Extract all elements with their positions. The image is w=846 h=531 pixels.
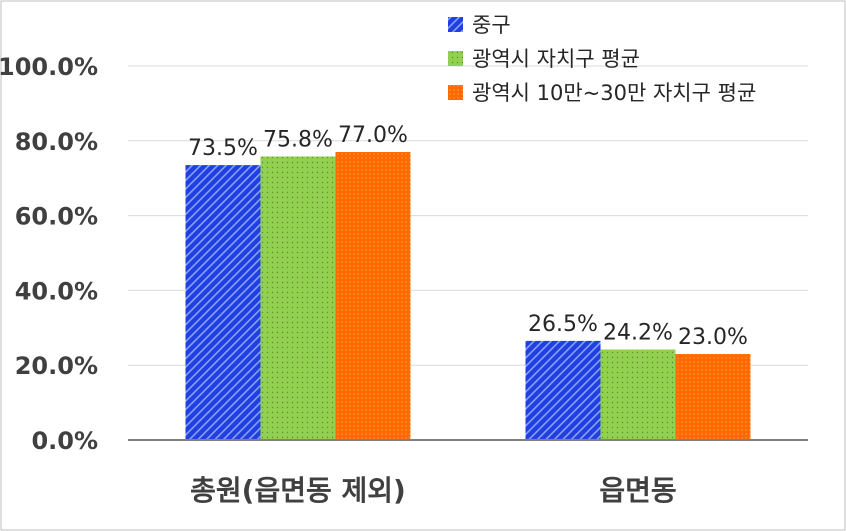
y-tick-label: 20.0% [15,352,98,380]
y-axis: 0.0% 20.0% 40.0% 60.0% 80.0% 100.0% [0,53,98,455]
data-label: 75.8% [263,128,333,153]
x-tick-label: 읍면동 [599,474,676,507]
legend-swatch [448,17,463,32]
legend-swatch [448,85,463,100]
data-label: 23.0% [678,325,748,350]
data-label: 73.5% [188,136,258,161]
legend-label: 광역시 10만~30만 자치구 평균 [472,81,756,105]
legend-label: 중구 [472,13,511,37]
legend-label: 광역시 자치구 평균 [472,47,640,71]
data-label: 24.2% [603,320,673,345]
y-tick-label: 60.0% [15,203,98,231]
y-tick-label: 100.0% [0,53,98,81]
y-tick-label: 80.0% [15,128,98,156]
bar [525,340,601,440]
bar [675,353,751,440]
bars: 73.5% 75.8% 77.0% 26.5% 24.2% 23.0% [185,123,751,441]
y-tick-label: 0.0% [31,427,98,455]
bar [335,152,411,440]
x-tick-label: 총원(읍면동 제외) [190,474,406,507]
data-label: 77.0% [338,123,408,148]
data-label: 26.5% [528,312,598,337]
bar [260,156,336,440]
bar [185,165,261,441]
y-tick-label: 40.0% [15,277,98,305]
x-axis: 총원(읍면동 제외) 읍면동 [128,439,808,507]
legend-swatch [448,51,463,66]
bar [600,349,676,440]
